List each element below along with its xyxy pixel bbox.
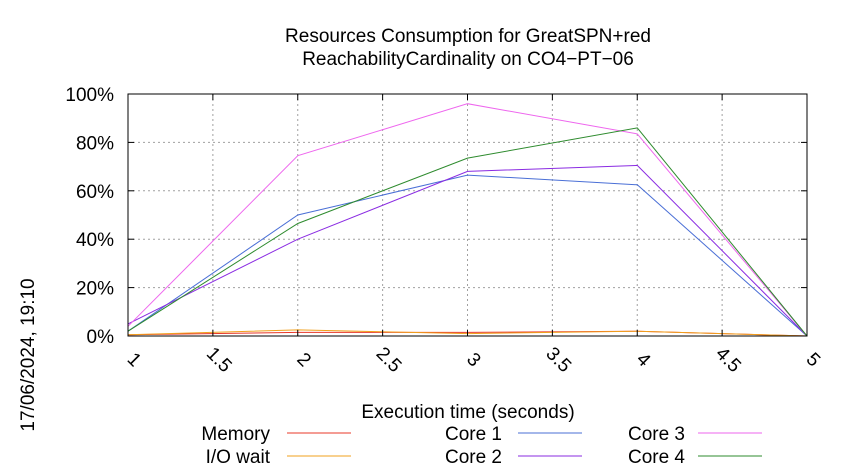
x-tick-label: 3.5 (541, 343, 575, 377)
y-tick-label: 0% (87, 327, 115, 348)
x-tick-label: 2 (292, 349, 314, 371)
timestamp: 17/06/2024, 19:10 (18, 278, 39, 431)
legend-label: I/O wait (206, 447, 271, 468)
y-tick-label: 40% (76, 230, 114, 251)
x-tick-label: 4.5 (711, 343, 745, 377)
x-tick-label: 1.5 (202, 343, 236, 377)
x-tick-label: 1 (123, 349, 145, 371)
y-tick-label: 20% (76, 279, 114, 300)
series-line-core-4 (127, 127, 808, 337)
chart-title-line-1: Resources Consumption for GreatSPN+red (285, 26, 651, 47)
x-tick-label: 3 (462, 349, 484, 371)
legend-entry-core-4: Core 4 (628, 447, 762, 468)
y-tick-label: 100% (65, 85, 114, 106)
chart-title-line-2: ReachabilityCardinality on CO4−PT−06 (302, 49, 634, 70)
series-line-core-3 (127, 103, 808, 337)
y-tick-label: 60% (76, 182, 114, 203)
x-tick-label: 4 (632, 349, 655, 372)
legend-label: Core 3 (628, 424, 685, 445)
legend-entry-i-o-wait: I/O wait (206, 447, 351, 468)
legend-label: Memory (201, 424, 270, 445)
legend-label: Core 2 (445, 447, 502, 468)
x-tick-label: 5 (802, 349, 824, 371)
y-tick-label: 80% (76, 133, 114, 154)
legend-entry-core-2: Core 2 (445, 447, 582, 468)
series-line-core-2 (127, 164, 808, 337)
legend-entry-core-3: Core 3 (628, 424, 762, 445)
legend-entry-core-1: Core 1 (445, 424, 582, 445)
chart-title: Resources Consumption for GreatSPN+red R… (285, 26, 651, 70)
legend-label: Core 1 (445, 424, 502, 445)
series-line-core-1 (127, 174, 808, 337)
x-tick-label: 2.5 (372, 343, 406, 377)
legend-label: Core 4 (628, 447, 685, 468)
legend-entry-memory: Memory (201, 424, 351, 445)
x-axis-label: Execution time (seconds) (361, 402, 574, 423)
